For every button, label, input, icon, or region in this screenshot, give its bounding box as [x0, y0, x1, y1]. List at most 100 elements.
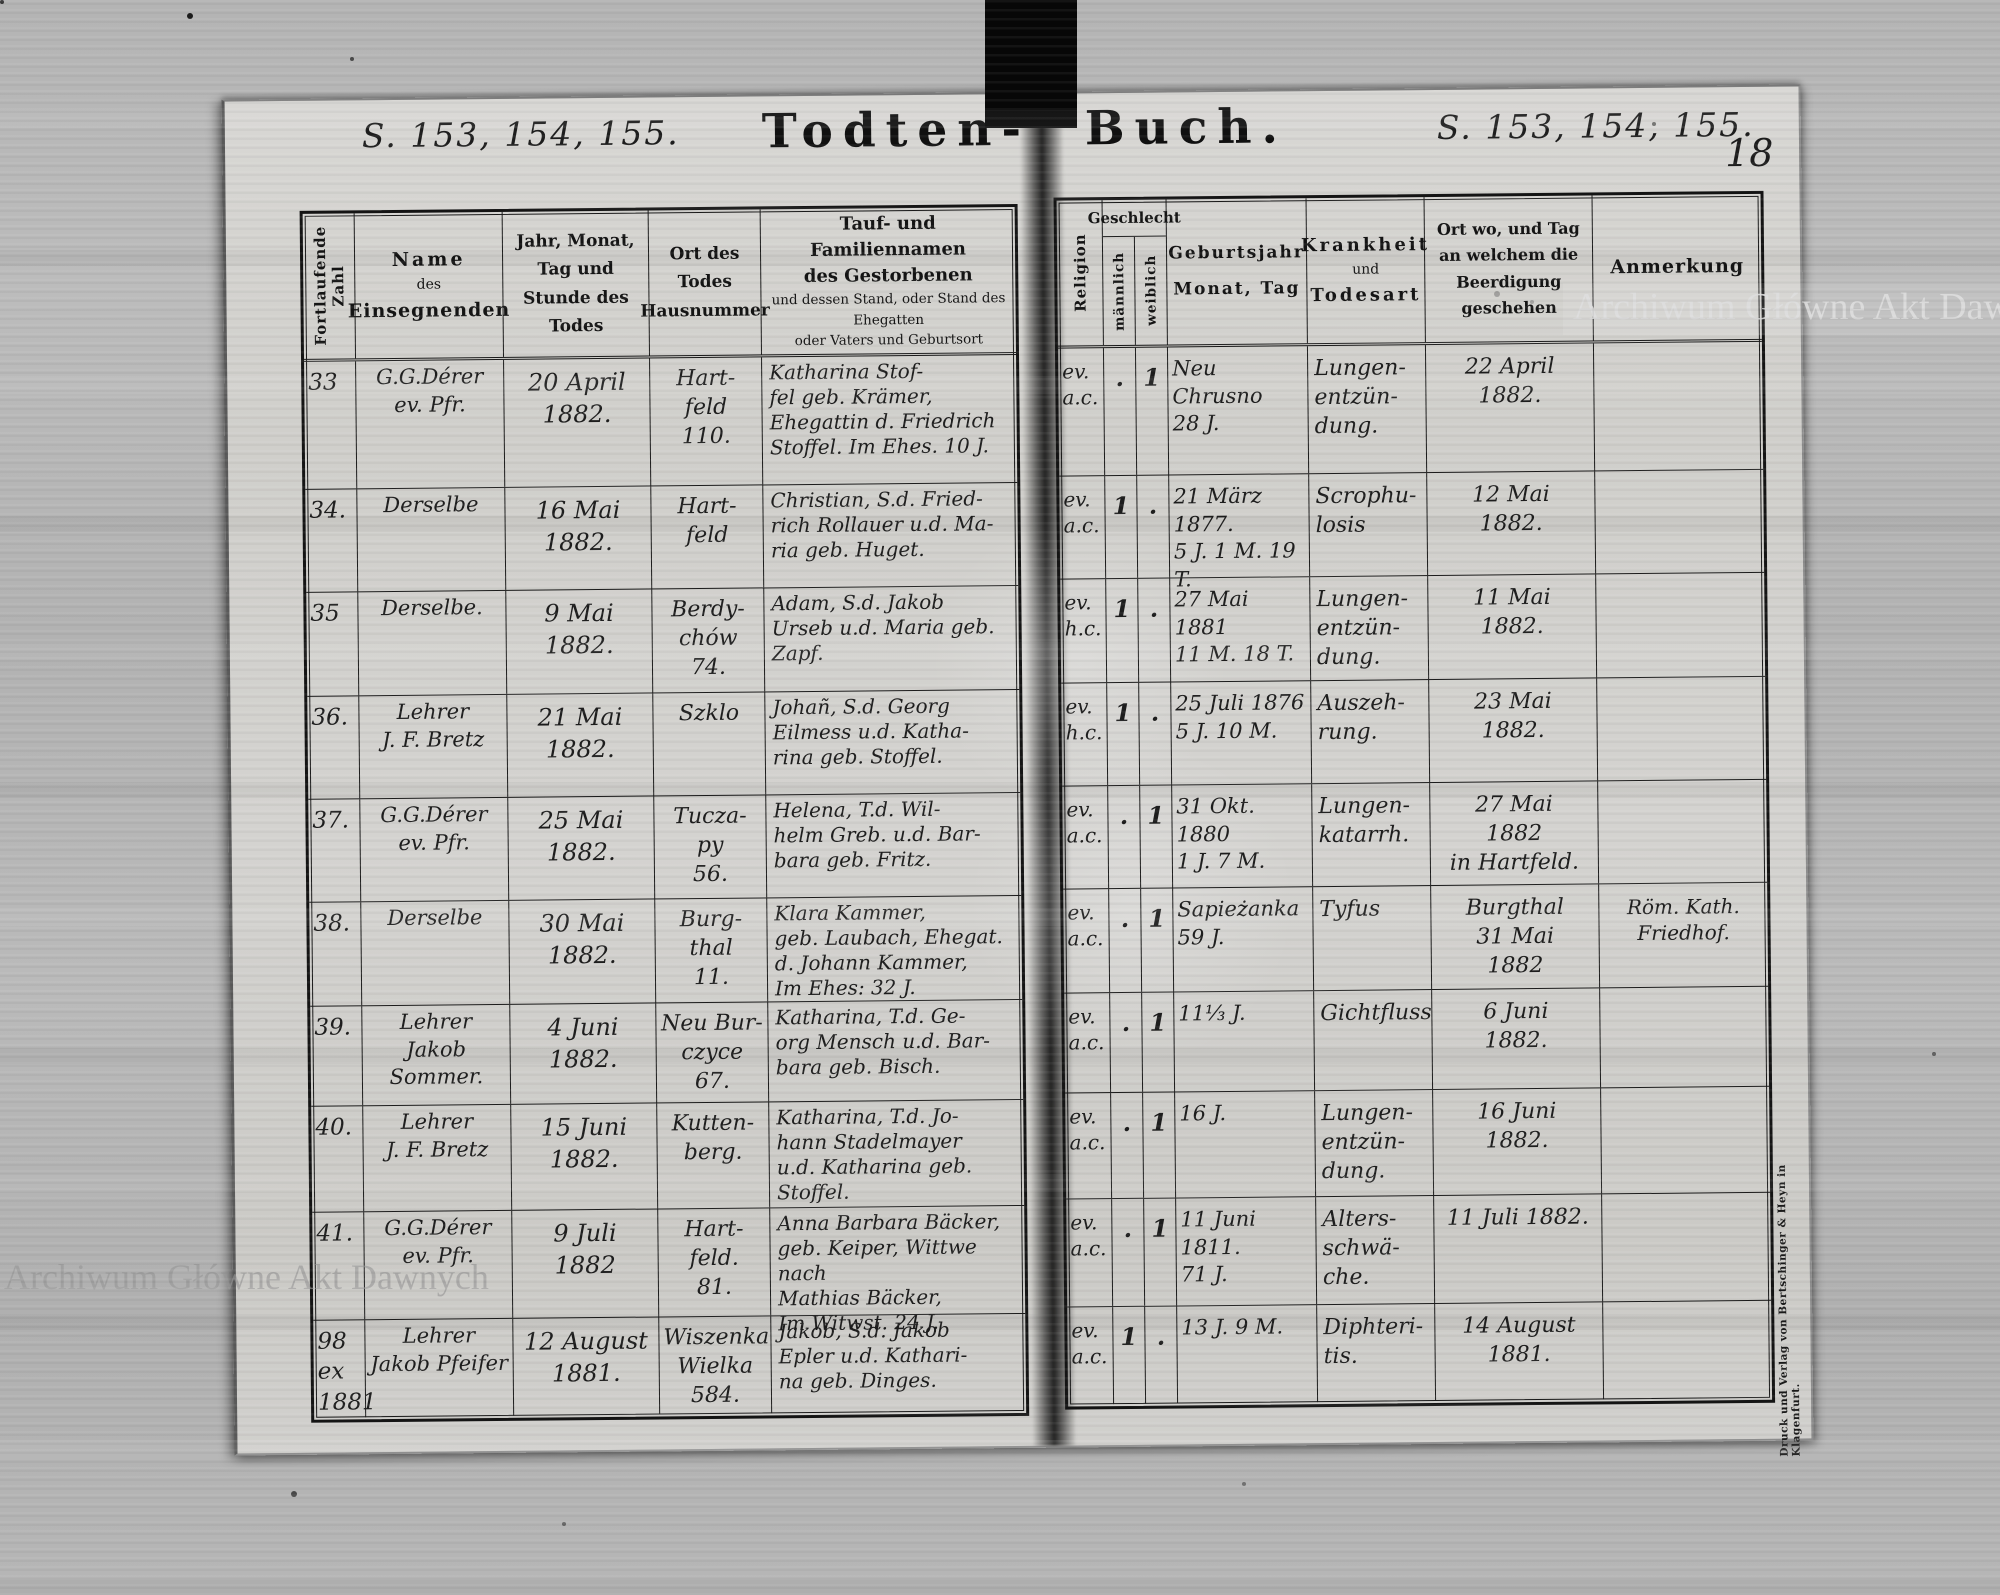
register-row-10-left: 98 ex 1881 Lehrer Jakob Pfeifer 12 August … [313, 1314, 1026, 1418]
cell-place: Berdy- chów 74. [652, 588, 766, 693]
header-serial-number-label: Fortlaufende Zahl [310, 226, 348, 347]
cell-death_date: 12 August 1881. [513, 1317, 661, 1416]
cell-birth: 27 Mai 1881 11 M. 18 T. [1170, 577, 1312, 682]
header-sex-female-label: weiblich [1142, 255, 1160, 327]
cell-nr: 33 [304, 361, 358, 489]
cell-death_date: 25 Mai 1882. [508, 796, 656, 900]
cell-religion: ev. a.c. [1064, 993, 1112, 1093]
cell-disease: Auszeh- rung. [1311, 680, 1431, 784]
cell-nr: 37. [308, 799, 362, 902]
header-birth-date-label: Geburtsjahr Monat, Tag [1168, 242, 1305, 299]
cell-remark [1594, 342, 1763, 471]
cell-death_date: 16 Mai 1882. [505, 486, 653, 590]
cell-female: 1 [1142, 992, 1176, 1092]
cell-female: . [1145, 1306, 1179, 1404]
scan-specks [0, 0, 4, 4]
cell-male: . [1111, 1092, 1145, 1199]
cell-birth: Sapieżanka 59 J. [1173, 887, 1315, 992]
cell-burial: 16 Juni 1882. [1433, 1088, 1603, 1196]
register-row-8-left: 40. Lehrer J. F. Bretz 15 Juni 1882. Kutten… [311, 1099, 1025, 1213]
cell-burial: 22 April 1882. [1425, 343, 1596, 473]
header-remark-label: Anmerkung [1610, 255, 1745, 279]
register-row-7-right: ev. a.c.. 1 11⅓ J. Gichtfluss 6 Juni 1882. [1064, 986, 1770, 1094]
cell-burial: Burgthal 31 Mai 1882 [1431, 884, 1601, 990]
cell-place: Kutten- berg. [657, 1102, 771, 1209]
cell-male: . [1109, 888, 1143, 993]
header-sex-male: männlich [1102, 236, 1136, 346]
cell-religion: ev. h.c. [1060, 579, 1108, 683]
page-numbers-right-handwritten: S. 153, 154, 155. [1436, 104, 1755, 147]
cell-deceased: Anna Barbara Bäcker, geb. Keiper, Wittwe… [777, 1209, 1001, 1336]
register-row-10-right: ev. a.c. 1. 13 J. 9 M. Diphteri- tis. 14 Aug… [1067, 1301, 1772, 1405]
header-sex-female: weiblich [1135, 237, 1167, 345]
cell-deceased: Katharina Stof- fel geb. Krämer, Ehegatt… [769, 358, 996, 460]
cell-male: . [1112, 1198, 1146, 1307]
cell-nr: 38. [309, 902, 363, 1006]
cell-female: 1 [1140, 785, 1174, 888]
header-deceased-names: Tauf- und Familiennamen des Gestorbenen … [761, 207, 1016, 354]
cell-nr: 36. [307, 696, 361, 799]
cell-female: 1 [1135, 347, 1170, 475]
cell-birth: 11 Juni 1811. 71 J. [1176, 1197, 1318, 1306]
cell-male: . [1103, 347, 1138, 476]
register-row-1-right: ev. a.c.. 1 Neu Chrusno 28 J. Lungen- entzü… [1057, 341, 1764, 477]
printer-imprint-vertical: Druck und Verlag von Bertschinger & Heyn… [1775, 1164, 1803, 1457]
cell-name: Lehrer J. F. Bretz [359, 694, 509, 799]
cell-male: . [1110, 992, 1144, 1093]
cell-birth: 25 Juli 1876 5 J. 10 M. [1171, 681, 1313, 785]
register-row-7-left: 39. Lehrer Jakob Sommer. 4 Juni 1882. Neu B… [310, 999, 1024, 1107]
cell-death_date: 30 Mai 1882. [509, 899, 657, 1004]
header-name-line3: Einsegnenden [347, 298, 511, 323]
cell-burial: 6 Juni 1882. [1432, 988, 1602, 1090]
header-sex-group: Geschlecht männlich weiblich [1088, 199, 1181, 346]
cell-religion: ev. a.c. [1065, 1093, 1113, 1199]
header-religion-label: Religion [1070, 233, 1090, 313]
register-row-3-right: ev. h.c. 1. 27 Mai 1881 11 M. 18 T. Lungen-… [1060, 572, 1766, 684]
register-row-5-right: ev. a.c.. 1 31 Okt. 1880 1 J. 7 M. Lungen- … [1062, 779, 1768, 890]
register-row-2-left: 34. Derselbe 16 Mai 1882. Hart- feld Christi… [305, 482, 1019, 593]
header-death-place: Ort des Todes Hausnummer [640, 209, 770, 356]
archive-watermark-bottom: Archiwum Główne Akt Dawnych [4, 1257, 489, 1297]
header-disease-line2: und [1352, 261, 1380, 279]
cell-female: 1 [1141, 888, 1175, 992]
cell-deceased: Klara Kammer, geb. Laubach, Ehegat. d. J… [774, 899, 1003, 1001]
cell-religion: ev. a.c. [1067, 1307, 1115, 1405]
cell-remark [1600, 987, 1769, 1088]
cell-nr: 98 ex 1881 [313, 1320, 377, 1418]
left-register-table: Fortlaufende Zahl Name des Einsegnenden … [299, 203, 1030, 1423]
cell-religion: ev. a.c. [1066, 1199, 1114, 1307]
cell-disease: Tyfus [1313, 886, 1433, 991]
header-sex-male-label: männlich [1110, 251, 1128, 331]
cell-birth: 16 J. [1175, 1091, 1317, 1198]
folio-number-handwritten: 18 [1724, 130, 1774, 176]
header-death-place-label: Ort des Todes Hausnummer [640, 244, 770, 322]
cell-place: Neu Bur- czyce 67. [656, 1002, 770, 1103]
cell-disease: Alters- schwä- che. [1316, 1196, 1436, 1305]
cell-birth: 21 März 1877. 5 J. 1 M. 19 T. [1169, 474, 1311, 592]
cell-deceased: Jakob, S.d. Jakob Epler u.d. Kathari- na… [778, 1317, 968, 1394]
cell-religion: ev. a.c. [1059, 476, 1107, 579]
register-title-part2: Buch. [1084, 99, 1289, 157]
cell-nr: 34. [305, 489, 359, 592]
cell-birth: 13 J. 9 M. [1177, 1305, 1319, 1404]
cell-burial: 14 August 1881. [1435, 1302, 1605, 1402]
scan-gutter-black-block [985, 0, 1077, 128]
cell-death_date: 9 Juli 1882 [512, 1209, 660, 1318]
header-serial-number: Fortlaufende Zahl [302, 213, 357, 359]
cell-remark [1598, 780, 1767, 884]
cell-deceased: Katharina, T.d. Jo- hann Stadelmayer u.d… [776, 1103, 973, 1205]
header-deceased-sub: und dessen Stand, oder Stand des Ehegatt… [771, 290, 1006, 349]
cell-birth: 11⅓ J. [1174, 991, 1316, 1092]
register-row-1-left: 33 G.G.Dérer ev. Pfr. 20 April 1882. Hart- … [304, 354, 1018, 490]
register-row-6-left: 38. Derselbe 30 Mai 1882. Burg- thal 11. Kla… [309, 895, 1023, 1007]
header-disease-line1: Krankheit [1300, 234, 1431, 257]
cell-place: Hart- feld [651, 485, 765, 589]
cell-disease: Diphteri- tis. [1317, 1304, 1437, 1403]
cell-death_date: 20 April 1882. [504, 358, 652, 487]
cell-deceased: Adam, S.d. Jakob Urseb u.d. Maria geb. Z… [771, 589, 995, 666]
cell-remark [1601, 1087, 1770, 1194]
cell-male: 1 [1106, 578, 1140, 683]
cell-remark [1597, 677, 1766, 781]
cell-remark [1603, 1301, 1772, 1400]
cell-disease: Lungen- entzün- dung. [1315, 1090, 1435, 1197]
